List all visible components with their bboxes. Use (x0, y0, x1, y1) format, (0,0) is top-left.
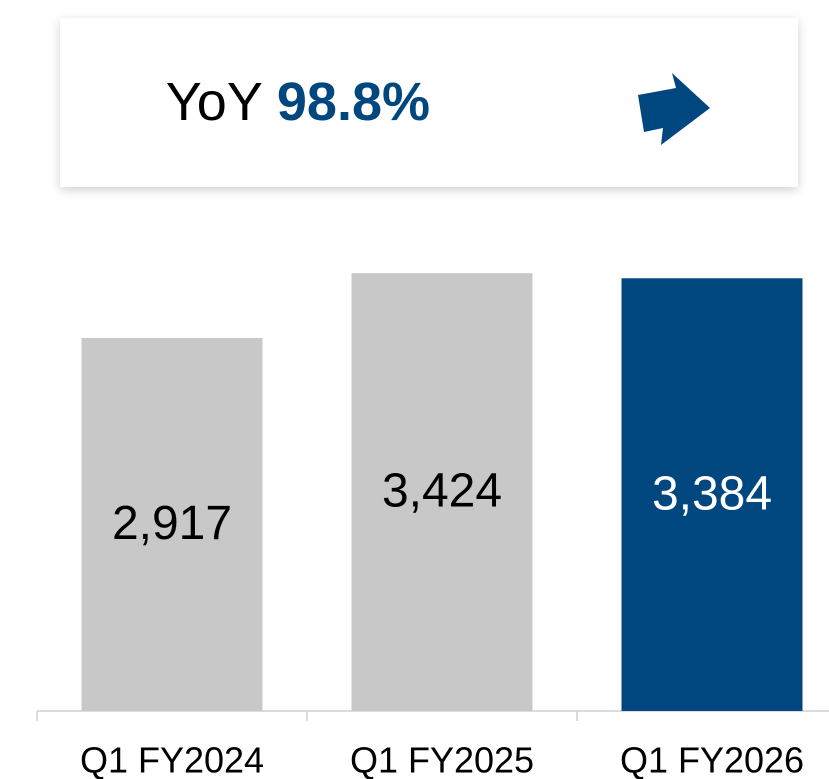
bar (81, 337, 263, 711)
x-tick-label: Q1 FY2024 (80, 740, 264, 779)
callout-text: YoY 98.8% (166, 72, 430, 132)
x-tick-label: Q1 FY2026 (620, 740, 804, 779)
yoy-callout: YoY 98.8% (60, 18, 798, 187)
value-label: 2,917 (112, 497, 232, 550)
trend-arrow (638, 73, 710, 145)
bar (351, 273, 533, 711)
x-tick-label: Q1 FY2025 (350, 740, 534, 779)
callout-label: YoY (166, 72, 263, 132)
value-label: 3,424 (382, 465, 502, 518)
bar (621, 278, 803, 711)
callout-value: 98.8% (277, 72, 430, 132)
value-label: 3,384 (652, 467, 772, 520)
